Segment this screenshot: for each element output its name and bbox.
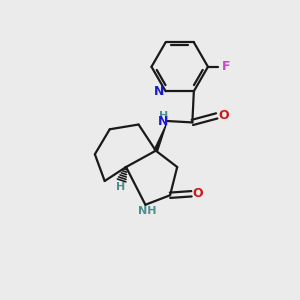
Text: H: H: [159, 111, 168, 121]
Polygon shape: [154, 124, 166, 151]
Text: O: O: [193, 187, 203, 200]
Text: H: H: [116, 182, 126, 192]
Text: NH: NH: [138, 206, 156, 216]
Text: O: O: [218, 110, 229, 122]
Text: F: F: [221, 60, 230, 73]
Text: N: N: [154, 85, 164, 98]
Text: N: N: [158, 115, 168, 128]
